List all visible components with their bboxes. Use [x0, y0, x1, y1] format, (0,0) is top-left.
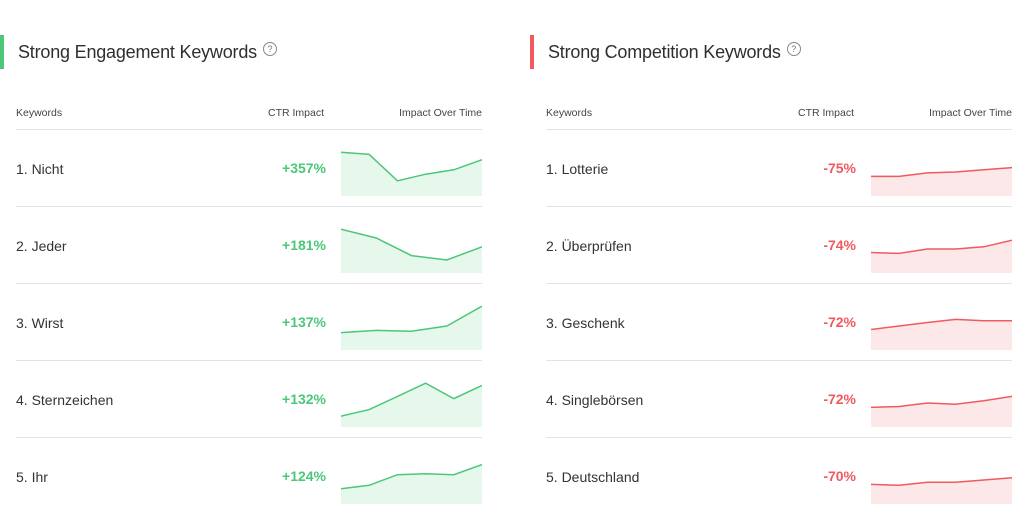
sparkline-area — [871, 477, 1012, 504]
table-row[interactable]: 2. Jeder +181% — [16, 206, 482, 283]
table-row[interactable]: 3. Wirst +137% — [16, 283, 482, 360]
table-row[interactable]: 1. Lotterie -75% — [546, 129, 1012, 206]
ctr-impact-value: -72% — [823, 391, 856, 407]
sparkline-line — [341, 463, 482, 490]
sparkline-line — [341, 305, 482, 334]
help-icon[interactable]: ? — [786, 42, 801, 56]
ctr-impact-value: -70% — [823, 468, 856, 484]
impact-sparkline — [341, 382, 482, 427]
ctr-impact-value: -75% — [823, 160, 856, 176]
impact-sparkline — [341, 151, 482, 196]
sparkline-area — [341, 383, 482, 427]
impact-sparkline — [871, 395, 1012, 427]
sparkline-area — [871, 396, 1012, 427]
competition-accent-bar — [530, 35, 534, 69]
col-impact-over-time: Impact Over Time — [929, 107, 1012, 119]
table-row[interactable]: 1. Nicht +357% — [16, 129, 482, 206]
ctr-impact-value: +137% — [282, 314, 326, 330]
col-ctr-impact: CTR Impact — [798, 107, 855, 119]
sparkline-line — [871, 166, 1012, 178]
sparkline-area — [871, 167, 1012, 196]
keyword-label: 5. Deutschland — [546, 469, 640, 485]
sparkline-line — [871, 477, 1012, 487]
competition-title: Strong Competition Keywords — [548, 41, 781, 62]
table-row[interactable]: 2. Überprüfen -74% — [546, 206, 1012, 283]
col-keywords: Keywords — [546, 107, 593, 119]
impact-sparkline — [341, 305, 482, 350]
keyword-label: 2. Überprüfen — [546, 238, 632, 254]
col-ctr-impact: CTR Impact — [268, 107, 325, 119]
col-keywords: Keywords — [16, 107, 63, 119]
sparkline-line — [871, 239, 1012, 255]
sparkline-line — [341, 151, 482, 182]
engagement-title-row: Strong Engagement Keywords ? — [0, 35, 277, 69]
engagement-accent-bar — [0, 35, 4, 69]
table-row[interactable]: 3. Geschenk -72% — [546, 283, 1012, 360]
competition-table-header: Keywords CTR Impact Impact Over Time — [546, 104, 1012, 124]
ctr-impact-value: -72% — [823, 314, 856, 330]
keyword-label: 4. Sternzeichen — [16, 392, 114, 408]
keyword-label: 1. Nicht — [16, 161, 64, 177]
ctr-impact-value: +124% — [282, 468, 326, 484]
impact-sparkline — [341, 228, 482, 273]
sparkline-line — [341, 382, 482, 417]
table-row[interactable]: 4. Sternzeichen +132% — [16, 360, 482, 437]
keyword-label: 4. Singlebörsen — [546, 392, 644, 408]
keyword-label: 3. Geschenk — [546, 315, 625, 331]
sparkline-area — [871, 319, 1012, 350]
table-row[interactable]: 5. Ihr +124% — [16, 437, 482, 514]
sparkline-area — [871, 240, 1012, 273]
engagement-rows: 1. Nicht +357% 2. Jeder +181% 3. Wirst +137% 4… — [16, 129, 482, 514]
keyword-label: 5. Ihr — [16, 469, 48, 485]
table-row[interactable]: 4. Singlebörsen -72% — [546, 360, 1012, 437]
table-row[interactable]: 5. Deutschland -70% — [546, 437, 1012, 514]
keyword-label: 1. Lotterie — [546, 161, 609, 177]
impact-sparkline — [871, 477, 1012, 504]
sparkline-area — [341, 229, 482, 273]
ctr-impact-value: -74% — [823, 237, 856, 253]
impact-sparkline — [871, 239, 1012, 273]
sparkline-area — [341, 306, 482, 350]
competition-title-row: Strong Competition Keywords ? — [530, 35, 801, 69]
sparkline-line — [871, 395, 1012, 409]
help-icon[interactable]: ? — [262, 42, 277, 56]
keyword-label: 3. Wirst — [16, 315, 64, 331]
ctr-impact-value: +132% — [282, 391, 326, 407]
ctr-impact-value: +181% — [282, 237, 326, 253]
engagement-table-header: Keywords CTR Impact Impact Over Time — [16, 104, 482, 124]
competition-rows: 1. Lotterie -75% 2. Überprüfen -74% 3. Gesch… — [546, 129, 1012, 514]
engagement-title: Strong Engagement Keywords — [18, 41, 257, 62]
sparkline-area — [341, 152, 482, 196]
impact-sparkline — [871, 318, 1012, 350]
sparkline-area — [341, 464, 482, 504]
sparkline-line — [341, 228, 482, 261]
col-impact-over-time: Impact Over Time — [399, 107, 482, 119]
sparkline-line — [871, 318, 1012, 331]
ctr-impact-value: +357% — [282, 160, 326, 176]
keyword-label: 2. Jeder — [16, 238, 67, 254]
impact-sparkline — [871, 166, 1012, 196]
impact-sparkline — [341, 463, 482, 504]
